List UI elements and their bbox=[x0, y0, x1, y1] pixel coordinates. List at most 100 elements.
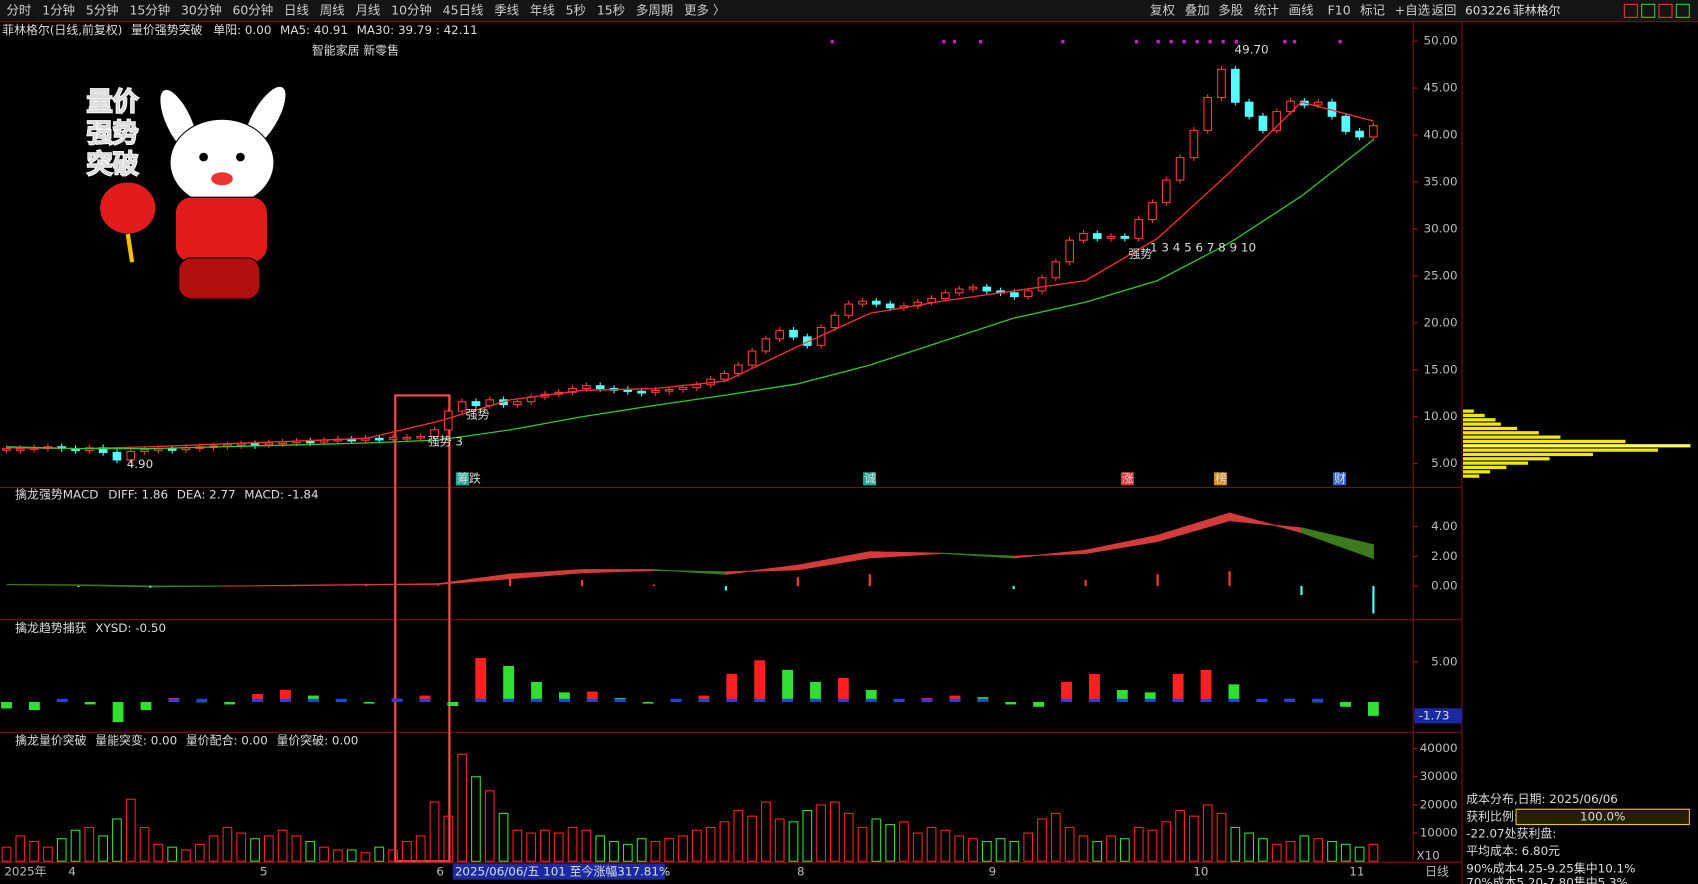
candle bbox=[747, 350, 757, 366]
xysd-base bbox=[1116, 698, 1128, 702]
volume-bar bbox=[899, 821, 909, 862]
volume-bar bbox=[1106, 835, 1116, 862]
period-tab[interactable]: 15秒 bbox=[597, 2, 625, 17]
period-tab[interactable]: 季线 bbox=[494, 2, 519, 17]
volume-bar bbox=[830, 801, 840, 862]
candle bbox=[1051, 261, 1061, 279]
event-marker-bg bbox=[863, 472, 877, 486]
macd-band bbox=[149, 585, 223, 588]
tool-button[interactable]: 返回 bbox=[1432, 2, 1457, 17]
y-tick-label: 20000 bbox=[1420, 797, 1458, 811]
candle bbox=[1023, 290, 1033, 298]
xysd-base bbox=[921, 698, 933, 702]
candle bbox=[471, 401, 481, 406]
candle bbox=[1369, 125, 1378, 138]
macd-band bbox=[293, 584, 367, 587]
period-tab[interactable]: 5分钟 bbox=[86, 2, 119, 17]
xysd-bar bbox=[252, 693, 263, 702]
xysd-base bbox=[1256, 698, 1268, 702]
tool-button[interactable]: +自选 bbox=[1395, 2, 1430, 17]
event-marker[interactable]: 涨 bbox=[1122, 471, 1134, 485]
period-tab[interactable]: 30分钟 bbox=[181, 2, 222, 17]
tool-button[interactable]: 叠加 bbox=[1185, 2, 1210, 17]
window-icon[interactable] bbox=[1623, 3, 1638, 18]
xysd-base bbox=[782, 698, 793, 702]
volume-bar bbox=[429, 801, 440, 862]
window-icon[interactable] bbox=[1641, 3, 1656, 18]
tool-button[interactable]: 统计 bbox=[1254, 2, 1279, 17]
event-marker[interactable]: 筹跌 bbox=[457, 471, 481, 485]
period-tab[interactable]: 多周期 bbox=[636, 2, 673, 17]
event-marker[interactable]: 财 bbox=[1334, 471, 1346, 485]
volume-bar bbox=[125, 798, 136, 862]
volume-value: 量价配合: 0.00 bbox=[186, 733, 268, 747]
xysd-base bbox=[56, 698, 68, 702]
cost-bar bbox=[1463, 413, 1485, 418]
volume-bar bbox=[1064, 826, 1075, 862]
period-tab[interactable]: 更多 〉 bbox=[684, 2, 725, 17]
period-tab[interactable]: 15分钟 bbox=[129, 2, 170, 17]
period-tab[interactable]: 月线 bbox=[355, 2, 380, 17]
tool-button[interactable]: F10 bbox=[1328, 2, 1351, 17]
candle bbox=[1203, 96, 1213, 131]
cost-info: 70%成本5.20-7.80集中5.3% bbox=[1466, 875, 1628, 884]
xysd-bar bbox=[559, 692, 570, 702]
period-tab[interactable]: 年线 bbox=[530, 2, 555, 17]
event-marker-bg bbox=[1120, 472, 1134, 486]
xysd-bar bbox=[112, 702, 124, 723]
volume-value: 量能突变: 0.00 bbox=[95, 733, 177, 747]
volume-bar bbox=[360, 852, 371, 862]
candle bbox=[761, 338, 771, 352]
xysd-base bbox=[1312, 698, 1324, 702]
period-tab[interactable]: 周线 bbox=[320, 2, 345, 17]
volume-bar bbox=[1368, 843, 1379, 862]
period-tab[interactable]: 45日线 bbox=[443, 2, 484, 17]
signal-counter: 1 3 4 5 6 7 8 9 10 bbox=[1150, 241, 1256, 255]
cost-bar bbox=[1463, 422, 1501, 426]
candle bbox=[416, 435, 426, 439]
xysd-base bbox=[307, 698, 319, 702]
cost-info: -22.07处获利盘: bbox=[1466, 827, 1556, 841]
volume-bar bbox=[774, 818, 785, 862]
candle bbox=[968, 286, 978, 290]
volume-bar bbox=[305, 840, 316, 862]
period-label: 日线 bbox=[1425, 865, 1449, 879]
volume-bar bbox=[222, 826, 233, 862]
volume-bar bbox=[650, 840, 661, 862]
period-tab[interactable]: 10分钟 bbox=[391, 2, 432, 17]
candle bbox=[664, 388, 674, 392]
xysd-base bbox=[1228, 698, 1240, 702]
volume-bar bbox=[1078, 835, 1089, 862]
period-tab[interactable]: 60分钟 bbox=[232, 2, 273, 17]
tool-button[interactable]: 画线 bbox=[1289, 2, 1314, 17]
event-marker[interactable]: 榜 bbox=[1215, 471, 1227, 485]
volume-bar bbox=[1189, 815, 1199, 862]
xysd-base bbox=[614, 698, 626, 702]
tool-button[interactable]: 多股 bbox=[1218, 2, 1243, 17]
period-tab[interactable]: 日线 bbox=[284, 2, 309, 17]
tool-button[interactable]: 标记 bbox=[1360, 2, 1385, 17]
volume-bar bbox=[56, 838, 67, 862]
xysd-bar bbox=[1033, 702, 1045, 707]
volume-bar bbox=[277, 829, 288, 862]
concept-tag: 智能家居 新零售 bbox=[312, 43, 399, 57]
ma-line bbox=[6, 101, 1374, 450]
volume-bar bbox=[1119, 838, 1130, 862]
tool-button[interactable]: 复权 bbox=[1150, 2, 1175, 17]
window-icon[interactable] bbox=[1675, 3, 1690, 18]
x-label: 4 bbox=[68, 865, 76, 879]
period-tab[interactable]: 1分钟 bbox=[42, 2, 75, 17]
xysd-base bbox=[391, 698, 403, 702]
volume-bar bbox=[1037, 818, 1047, 862]
window-icon[interactable] bbox=[1658, 3, 1673, 18]
cost-info: 成本分布,日期: 2025/06/06 bbox=[1466, 792, 1618, 806]
period-tab[interactable]: 分时 bbox=[6, 2, 31, 17]
xysd-base bbox=[754, 698, 766, 702]
cost-bar bbox=[1463, 439, 1626, 444]
period-tab[interactable]: 5秒 bbox=[566, 2, 586, 17]
event-marker[interactable]: 诚 bbox=[864, 471, 876, 485]
candle bbox=[513, 401, 522, 406]
event-marker-bg bbox=[1333, 472, 1347, 486]
xysd-bar bbox=[1061, 681, 1072, 702]
